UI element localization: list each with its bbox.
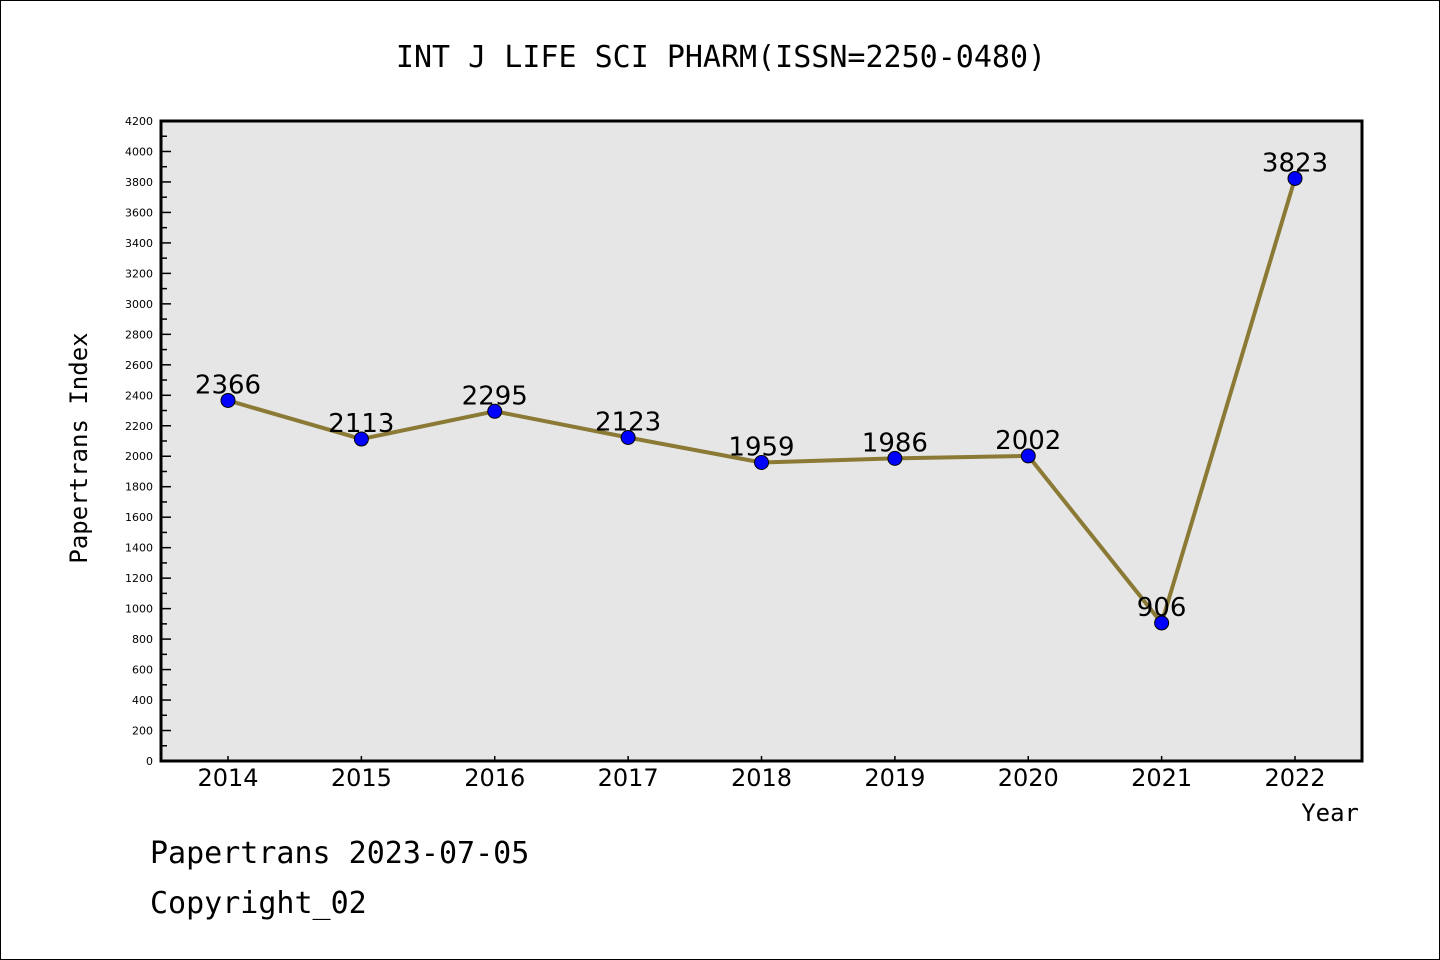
- y-tick-label: 1600: [125, 511, 153, 524]
- data-label: 906: [1137, 593, 1187, 623]
- y-tick-label: 1400: [125, 542, 153, 555]
- y-tick-label: 2400: [125, 389, 153, 402]
- x-tick-label: 2019: [864, 764, 925, 792]
- x-tick-label: 2014: [197, 764, 258, 792]
- y-tick-label: 1200: [125, 572, 153, 585]
- y-tick-label: 1800: [125, 481, 153, 494]
- x-tick-label: 2016: [464, 764, 525, 792]
- y-tick-label: 200: [132, 725, 153, 738]
- data-point: [1287, 170, 1303, 186]
- data-point: [1154, 615, 1170, 631]
- y-tick-label: 3600: [125, 206, 153, 219]
- data-point: [487, 403, 503, 419]
- x-tick-label: 2021: [1131, 764, 1192, 792]
- data-label: 2295: [462, 381, 528, 411]
- y-tick-label: 2000: [125, 450, 153, 463]
- data-label: 3823: [1262, 148, 1328, 178]
- data-label: 2002: [995, 426, 1061, 456]
- chart-title: INT J LIFE SCI PHARM(ISSN=2250-0480): [396, 40, 1046, 75]
- data-point: [353, 431, 369, 447]
- y-tick-label: 3800: [125, 176, 153, 189]
- x-tick-label: 2018: [731, 764, 792, 792]
- footer-date: Papertrans 2023-07-05: [150, 836, 530, 871]
- y-tick-label: 0: [146, 755, 153, 768]
- y-tick-label: 2600: [125, 359, 153, 372]
- y-tick-label: 800: [132, 633, 153, 646]
- data-label: 1986: [862, 428, 928, 458]
- y-tick-label: 2200: [125, 420, 153, 433]
- data-point: [887, 450, 903, 466]
- data-label: 2113: [328, 409, 394, 439]
- x-axis-label: Year: [1301, 799, 1359, 827]
- data-label: 1959: [728, 432, 794, 462]
- y-tick-label: 3400: [125, 237, 153, 250]
- data-point: [1020, 448, 1036, 464]
- y-tick-label: 400: [132, 694, 153, 707]
- x-tick-label: 2017: [598, 764, 659, 792]
- x-tick-label: 2020: [998, 764, 1059, 792]
- data-label: 2366: [195, 370, 261, 400]
- data-point: [220, 392, 236, 408]
- data-point: [620, 429, 636, 445]
- data-point: [754, 454, 769, 470]
- y-tick-label: 600: [132, 664, 153, 677]
- y-tick-label: 1000: [125, 603, 153, 616]
- footer-copyright: Copyright_02: [150, 886, 367, 921]
- y-tick-label: 4000: [125, 145, 153, 158]
- x-tick-label: 2022: [1264, 764, 1325, 792]
- data-label: 2123: [595, 407, 661, 437]
- y-tick-label: 4200: [125, 115, 153, 128]
- y-tick-label: 2800: [125, 328, 153, 341]
- y-tick-label: 3200: [125, 267, 153, 280]
- x-tick-label: 2015: [331, 764, 392, 792]
- y-tick-label: 3000: [125, 298, 153, 311]
- y-axis-label: Papertrans Index: [65, 332, 93, 563]
